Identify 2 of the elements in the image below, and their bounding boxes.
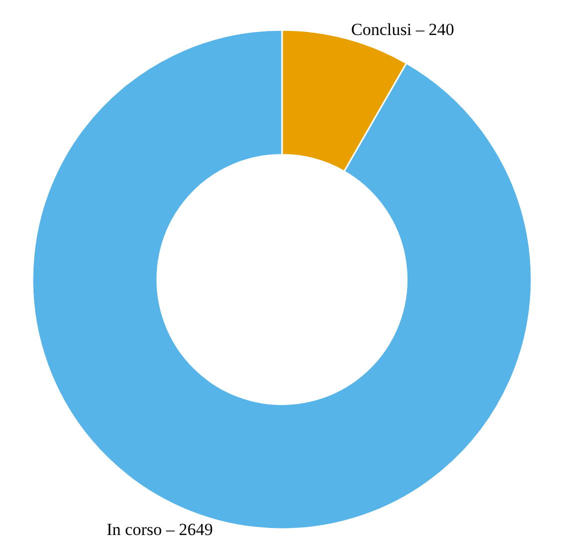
slice-label: In corso – 2649 <box>106 520 213 539</box>
slice-label: Conclusi – 240 <box>351 20 454 40</box>
